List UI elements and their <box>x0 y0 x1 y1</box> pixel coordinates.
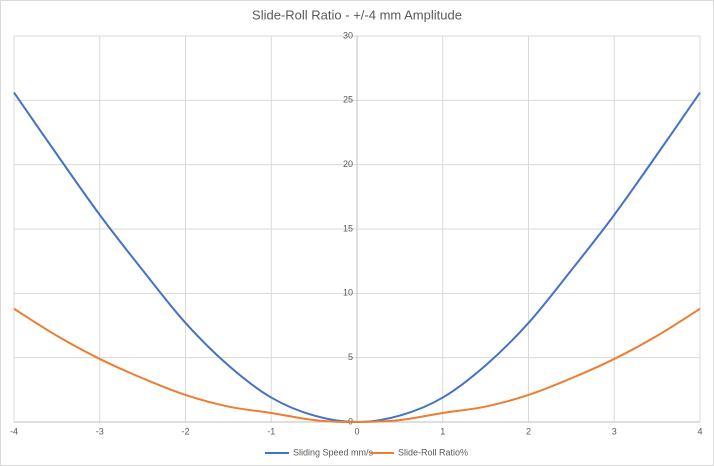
x-tick-label: 4 <box>697 426 702 436</box>
y-tick-label: 5 <box>348 352 353 362</box>
y-tick-label: 10 <box>343 288 353 298</box>
x-tick-label: -2 <box>181 426 189 436</box>
y-tick-label: 15 <box>343 223 353 233</box>
y-tick-label: 25 <box>343 95 353 105</box>
y-tick-label: 30 <box>343 30 353 40</box>
x-tick-label: 2 <box>526 426 531 436</box>
x-tick-label: -3 <box>96 426 104 436</box>
x-tick-label: -1 <box>267 426 275 436</box>
x-tick-label: 3 <box>612 426 617 436</box>
y-tick-label: 20 <box>343 159 353 169</box>
chart-title: Slide-Roll Ratio - +/-4 mm Amplitude <box>252 7 462 22</box>
legend-label: Slide-Roll Ratio% <box>398 447 468 457</box>
x-tick-label: 1 <box>440 426 445 436</box>
legend-label: Sliding Speed mm/s <box>293 447 374 457</box>
series-line <box>13 307 701 424</box>
x-tick-label: 0 <box>354 426 359 436</box>
x-tick-label: -4 <box>10 426 18 436</box>
